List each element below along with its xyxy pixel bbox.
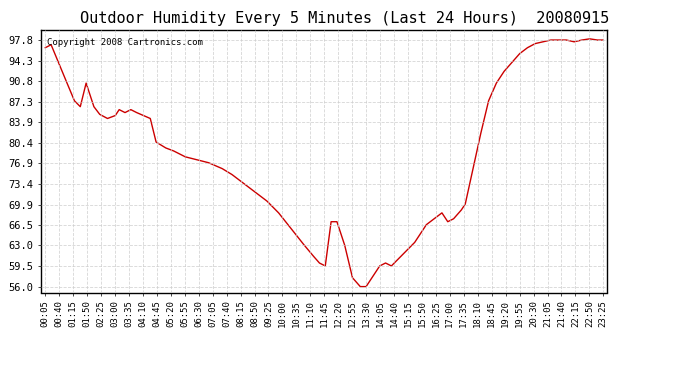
Text: Outdoor Humidity Every 5 Minutes (Last 24 Hours)  20080915: Outdoor Humidity Every 5 Minutes (Last 2… <box>80 11 610 26</box>
Text: Copyright 2008 Cartronics.com: Copyright 2008 Cartronics.com <box>47 38 203 47</box>
